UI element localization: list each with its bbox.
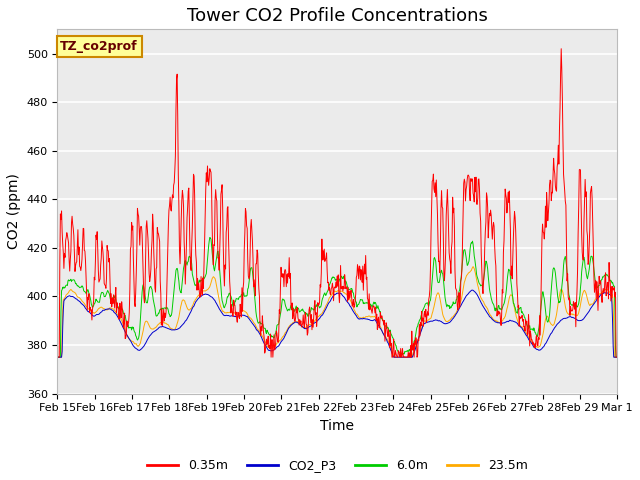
23.5m bbox=[613, 354, 621, 360]
CO2_P3 bbox=[586, 307, 594, 312]
23.5m bbox=[383, 336, 391, 342]
23.5m bbox=[286, 323, 294, 328]
0.35m bbox=[595, 288, 602, 293]
Line: 23.5m: 23.5m bbox=[58, 266, 617, 357]
CO2_P3 bbox=[383, 339, 391, 345]
Y-axis label: CO2 (ppm): CO2 (ppm) bbox=[7, 173, 21, 250]
6.0m bbox=[287, 305, 294, 311]
CO2_P3 bbox=[54, 354, 61, 360]
Line: CO2_P3: CO2_P3 bbox=[58, 290, 617, 357]
CO2_P3 bbox=[468, 287, 476, 293]
Title: Tower CO2 Profile Concentrations: Tower CO2 Profile Concentrations bbox=[187, 7, 488, 25]
23.5m bbox=[81, 300, 88, 306]
0.35m bbox=[383, 330, 391, 336]
CO2_P3 bbox=[595, 295, 602, 300]
Line: 6.0m: 6.0m bbox=[58, 238, 617, 357]
Line: 0.35m: 0.35m bbox=[58, 48, 617, 357]
6.0m bbox=[586, 261, 594, 266]
0.35m bbox=[54, 354, 61, 360]
Legend: 0.35m, CO2_P3, 6.0m, 23.5m: 0.35m, CO2_P3, 6.0m, 23.5m bbox=[141, 455, 533, 478]
0.35m bbox=[557, 46, 565, 51]
CO2_P3 bbox=[286, 324, 294, 330]
0.35m bbox=[286, 276, 294, 281]
CO2_P3 bbox=[157, 324, 165, 330]
6.0m bbox=[54, 354, 61, 360]
23.5m bbox=[586, 303, 594, 309]
6.0m bbox=[206, 235, 214, 240]
23.5m bbox=[54, 354, 61, 360]
X-axis label: Time: Time bbox=[321, 419, 355, 433]
23.5m bbox=[157, 320, 165, 326]
0.35m bbox=[81, 248, 88, 253]
0.35m bbox=[157, 322, 165, 328]
6.0m bbox=[384, 324, 392, 330]
6.0m bbox=[595, 283, 602, 288]
23.5m bbox=[469, 264, 477, 269]
CO2_P3 bbox=[613, 354, 621, 360]
Text: TZ_co2prof: TZ_co2prof bbox=[60, 40, 138, 53]
6.0m bbox=[157, 305, 165, 311]
0.35m bbox=[586, 225, 594, 231]
6.0m bbox=[613, 354, 621, 360]
6.0m bbox=[81, 288, 88, 294]
23.5m bbox=[595, 292, 602, 298]
0.35m bbox=[613, 354, 621, 360]
CO2_P3 bbox=[81, 303, 88, 309]
